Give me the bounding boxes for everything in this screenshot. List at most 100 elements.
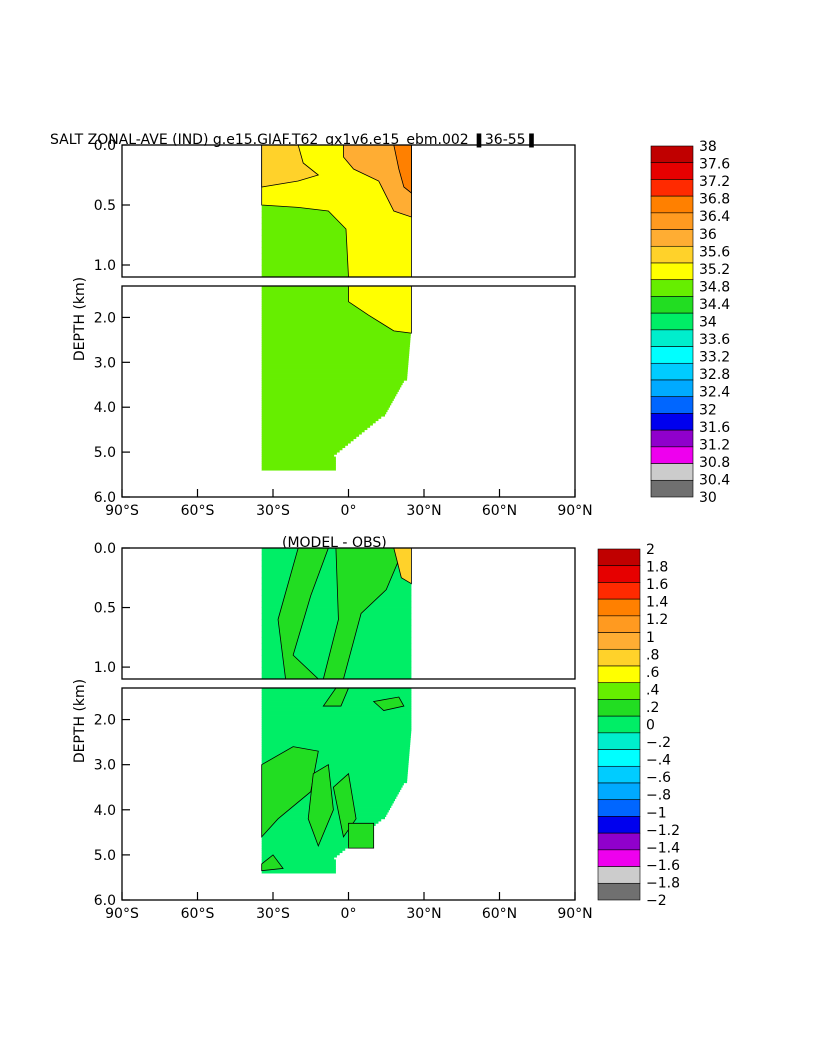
field-strip [261, 371, 408, 374]
field-strip [261, 443, 348, 446]
field-strip [261, 404, 391, 408]
colorbar-swatch [597, 882, 641, 901]
colorbar-swatch [597, 699, 641, 717]
colorbar-swatch [597, 598, 641, 617]
x-tick-label: 60°S [181, 503, 215, 519]
field-strip [261, 342, 411, 345]
difference-contour-region [307, 764, 334, 847]
x-tick-label: 0° [341, 503, 357, 519]
field-strip [261, 339, 411, 343]
colorbar-swatch [650, 162, 694, 180]
colorbar-label: .4 [646, 682, 659, 698]
panel-title: (MODEL - OBS) [282, 535, 387, 551]
field-strip [261, 737, 411, 741]
colorbar-label: 1 [646, 630, 655, 646]
field-strip [261, 861, 336, 865]
colorbar-label: 33.6 [699, 332, 730, 348]
colorbar-swatch [597, 632, 641, 650]
field-strip [261, 235, 412, 242]
field-strip [261, 375, 408, 379]
colorbar-swatch [597, 548, 641, 567]
axis-frame-upper [121, 547, 576, 680]
field-strip [261, 427, 368, 431]
y-tick-label: 0.0 [94, 138, 116, 154]
field-strip [261, 463, 336, 466]
field-strip [261, 411, 387, 415]
field-strip [261, 353, 410, 356]
field-strip [261, 286, 412, 289]
x-tick-label: 30°S [256, 503, 290, 519]
colorbar-swatch [650, 245, 694, 264]
field-strip [261, 456, 336, 460]
colorbar-label: −1 [646, 805, 667, 821]
field-strip [261, 357, 409, 361]
field-strip [261, 757, 409, 761]
field-strip [261, 440, 351, 444]
field-strip [261, 321, 412, 325]
field-strip [261, 447, 343, 451]
colorbar-swatch [650, 312, 694, 331]
axis-frame-upper [121, 144, 576, 278]
colorbar-swatch [597, 832, 641, 851]
field-strip [261, 253, 412, 260]
field-strip [261, 595, 412, 602]
field-strip [261, 577, 412, 585]
colorbar-swatch [650, 446, 694, 464]
y-tick-label: 2.0 [94, 713, 116, 729]
field-strip [261, 845, 348, 849]
difference-contour-region [261, 854, 284, 872]
field-strip [261, 301, 412, 305]
field-strip [261, 465, 336, 469]
y-tick-label: 0.5 [94, 601, 116, 617]
field-strip [261, 299, 412, 303]
difference-contour-region [277, 547, 329, 680]
colorbar-label: 34.4 [699, 297, 730, 313]
y-tick-label: 4.0 [94, 400, 116, 416]
field-strip [261, 726, 412, 729]
x-tick-label: 0° [341, 906, 357, 922]
field-strip [261, 380, 404, 383]
field-strip [261, 866, 336, 869]
difference-contour-region [332, 772, 357, 838]
colorbar-label: 0 [646, 718, 655, 734]
colorbar-swatch [650, 229, 694, 247]
field-strip [261, 290, 412, 294]
y-tick-label: 6.0 [94, 490, 116, 506]
colorbar-label: −.8 [646, 788, 671, 804]
field-strip [261, 730, 412, 734]
field-strip [261, 717, 412, 720]
field-strip [261, 364, 409, 368]
colorbar-label: 37.2 [699, 174, 730, 190]
colorbar-label: 30 [699, 490, 717, 506]
field-strip [261, 843, 351, 847]
y-tick-label: 5.0 [94, 445, 116, 461]
difference-contour-region [348, 822, 375, 849]
field-strip [261, 217, 412, 224]
colorbar-swatch [597, 682, 641, 700]
field-strip [261, 324, 412, 327]
colorbar-swatch [597, 866, 641, 884]
colorbar-label: 38 [699, 139, 717, 155]
colorbar-swatch [650, 362, 694, 381]
field-strip [261, 413, 385, 417]
field-strip [261, 782, 404, 786]
field-strip [261, 841, 354, 845]
field-strip [261, 373, 408, 377]
field-strip [261, 378, 408, 381]
colorbar-label: 2 [646, 542, 655, 558]
field-strip [261, 458, 336, 462]
panel-2: (MODEL - OBS)0.00.51.02.03.04.05.06.090°… [72, 535, 680, 922]
x-tick-label: 90°N [557, 503, 592, 519]
field-strip [261, 312, 412, 316]
colorbar-swatch [597, 749, 641, 767]
field-strip [261, 351, 410, 354]
field-strip [261, 708, 412, 711]
field-strip [261, 613, 412, 620]
colorbar-swatch [597, 782, 641, 801]
panel-1: SALT ZONAL-AVE (IND) g.e15.GIAF.T62_gx1v… [50, 132, 730, 519]
field-strip [261, 719, 412, 723]
y-axis-label: DEPTH (km) [72, 679, 88, 763]
field-strip [261, 360, 409, 363]
field-strip [261, 748, 410, 752]
field-strip [261, 589, 412, 597]
